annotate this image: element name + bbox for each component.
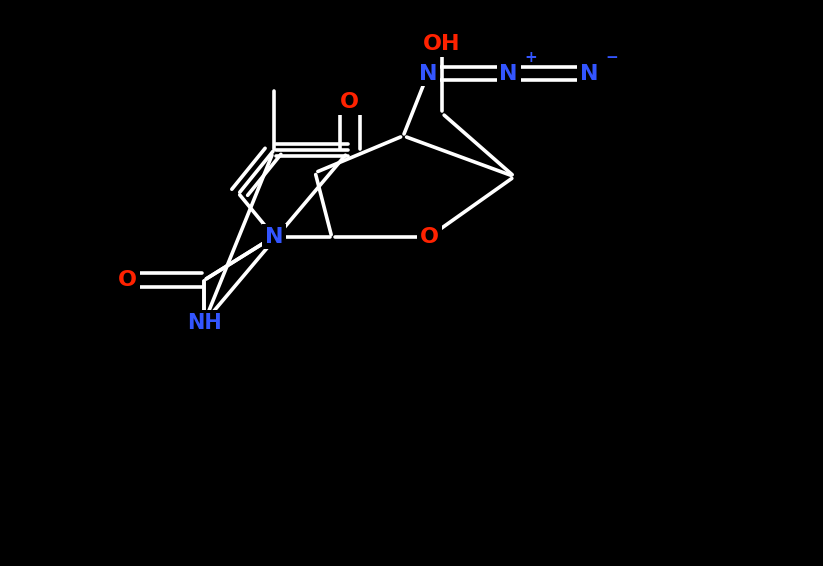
Text: −: −	[605, 50, 618, 65]
Text: O: O	[340, 92, 360, 112]
Text: +: +	[524, 50, 537, 65]
Text: O: O	[420, 226, 439, 247]
Text: NH: NH	[187, 312, 221, 333]
Text: O: O	[118, 270, 137, 290]
Text: N: N	[265, 226, 283, 247]
Text: N: N	[580, 63, 598, 84]
Text: OH: OH	[423, 34, 461, 54]
Text: N: N	[419, 63, 437, 84]
Text: N: N	[500, 63, 518, 84]
